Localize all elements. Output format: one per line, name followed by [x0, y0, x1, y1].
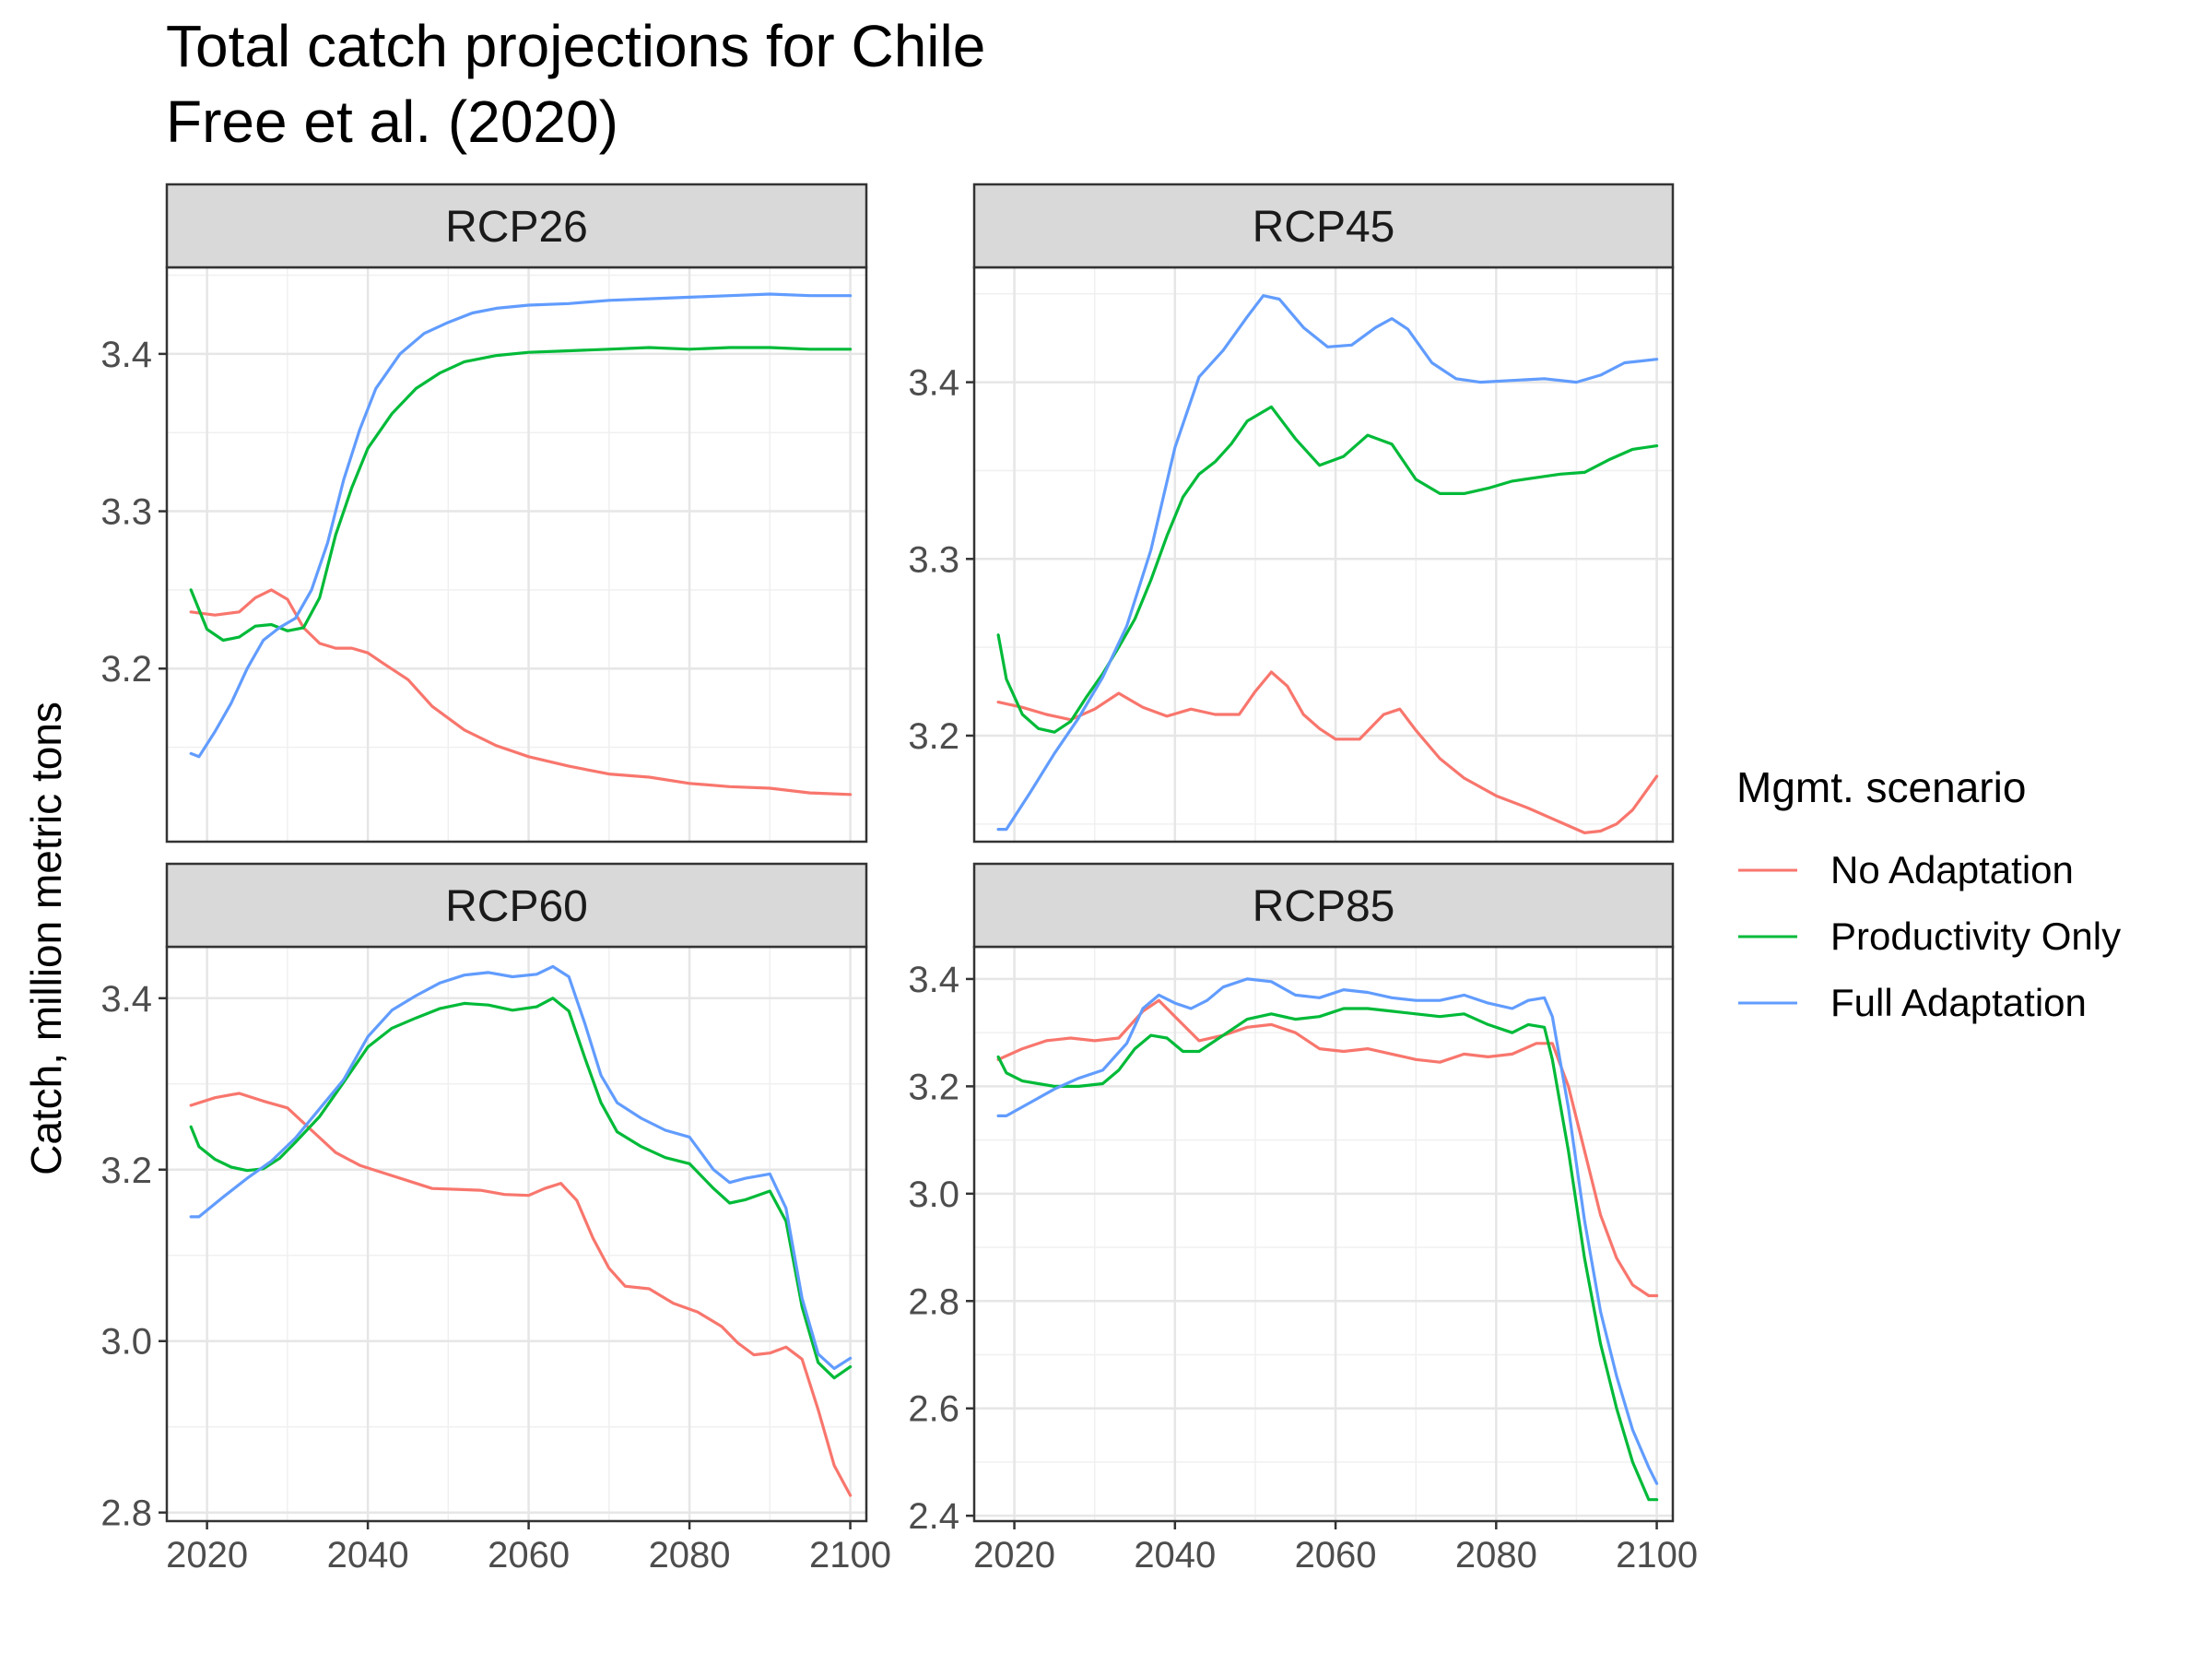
chart-title-line1: Total catch projections for Chile	[166, 13, 985, 79]
series-line-productivity-only	[996, 405, 1659, 734]
x-tick-label: 2060	[1295, 1535, 1377, 1575]
x-tick-label: 2020	[166, 1535, 248, 1575]
series-line-full-adaptation	[996, 294, 1659, 832]
y-tick-label: 3.2	[908, 716, 959, 757]
facet-strip-label: RCP45	[1253, 203, 1395, 252]
series-line-no-adaptation	[996, 670, 1659, 835]
panel-rcp60: RCP60 2.8 3.0 3.2 3.4 2020 2040 2060 2080 2100	[100, 862, 891, 1575]
y-tick-label: 3.0	[100, 1322, 152, 1363]
facet-strip	[972, 183, 1675, 269]
y-tick-label: 2.4	[908, 1496, 959, 1537]
facet-panels: RCP26 3.2 3.3 3.4 RCP45 3.2 3.3 3.4 RCP60 2.8 3.0 3…	[100, 183, 1698, 1575]
y-tick-label: 3.3	[908, 539, 959, 580]
y-tick-label: 3.2	[908, 1067, 959, 1107]
x-tick-label: 2100	[1616, 1535, 1698, 1575]
x-tick-label: 2020	[973, 1535, 1055, 1575]
legend-label-productivity-only: Productivity Only	[1830, 915, 2121, 958]
legend: Mgmt. scenario No Adaptation Productivit…	[1736, 763, 2121, 1024]
facet-strip	[165, 183, 868, 269]
x-tick-label: 2100	[809, 1535, 891, 1575]
facet-strip-label: RCP26	[445, 203, 588, 252]
series-line-productivity-only	[996, 1007, 1659, 1502]
y-tick-label: 2.8	[100, 1493, 152, 1534]
chart-title-line2: Free et al. (2020)	[166, 89, 618, 155]
facet-strip-label: RCP85	[1253, 882, 1395, 931]
series-line-productivity-only	[189, 997, 853, 1380]
y-axis-label: Catch, million metric tons	[22, 702, 70, 1175]
y-tick-label: 3.4	[908, 960, 959, 1000]
x-tick-label: 2060	[488, 1535, 570, 1575]
y-tick-label: 3.0	[908, 1174, 959, 1215]
facet-strip	[972, 862, 1675, 949]
y-tick-label: 3.3	[100, 492, 152, 533]
x-tick-label: 2080	[649, 1535, 731, 1575]
facet-strip	[165, 862, 868, 949]
x-tick-label: 2040	[327, 1535, 409, 1575]
panel-rcp26: RCP26 3.2 3.3 3.4	[100, 183, 868, 844]
panel-rcp85: RCP85 2.4 2.6 2.8 3.0 3.2 3.4 2020 2040 2060 2080 2…	[908, 862, 1698, 1575]
plot-background	[167, 267, 866, 842]
panel-rcp45: RCP45 3.2 3.3 3.4	[908, 183, 1675, 844]
series-line-no-adaptation	[996, 998, 1659, 1298]
series-line-productivity-only	[189, 346, 853, 643]
y-tick-label: 3.2	[100, 649, 152, 690]
plot-background	[974, 267, 1673, 842]
series-line-full-adaptation	[996, 977, 1659, 1485]
series-line-full-adaptation	[189, 292, 853, 759]
y-tick-label: 3.4	[100, 335, 152, 375]
series-line-full-adaptation	[189, 964, 853, 1371]
y-tick-label: 2.8	[908, 1281, 959, 1322]
legend-label-full-adaptation: Full Adaptation	[1830, 981, 2087, 1024]
y-tick-label: 3.4	[908, 363, 959, 404]
legend-label-no-adaptation: No Adaptation	[1830, 848, 2074, 891]
series-line-no-adaptation	[189, 588, 853, 797]
plot-background	[167, 947, 866, 1521]
y-tick-label: 3.2	[100, 1151, 152, 1191]
series-line-no-adaptation	[189, 1092, 853, 1497]
facet-strip-label: RCP60	[445, 882, 588, 931]
y-tick-label: 3.4	[100, 979, 152, 1020]
x-tick-label: 2080	[1455, 1535, 1537, 1575]
x-tick-label: 2040	[1134, 1535, 1216, 1575]
y-tick-label: 2.6	[908, 1389, 959, 1430]
legend-title: Mgmt. scenario	[1736, 763, 2026, 811]
